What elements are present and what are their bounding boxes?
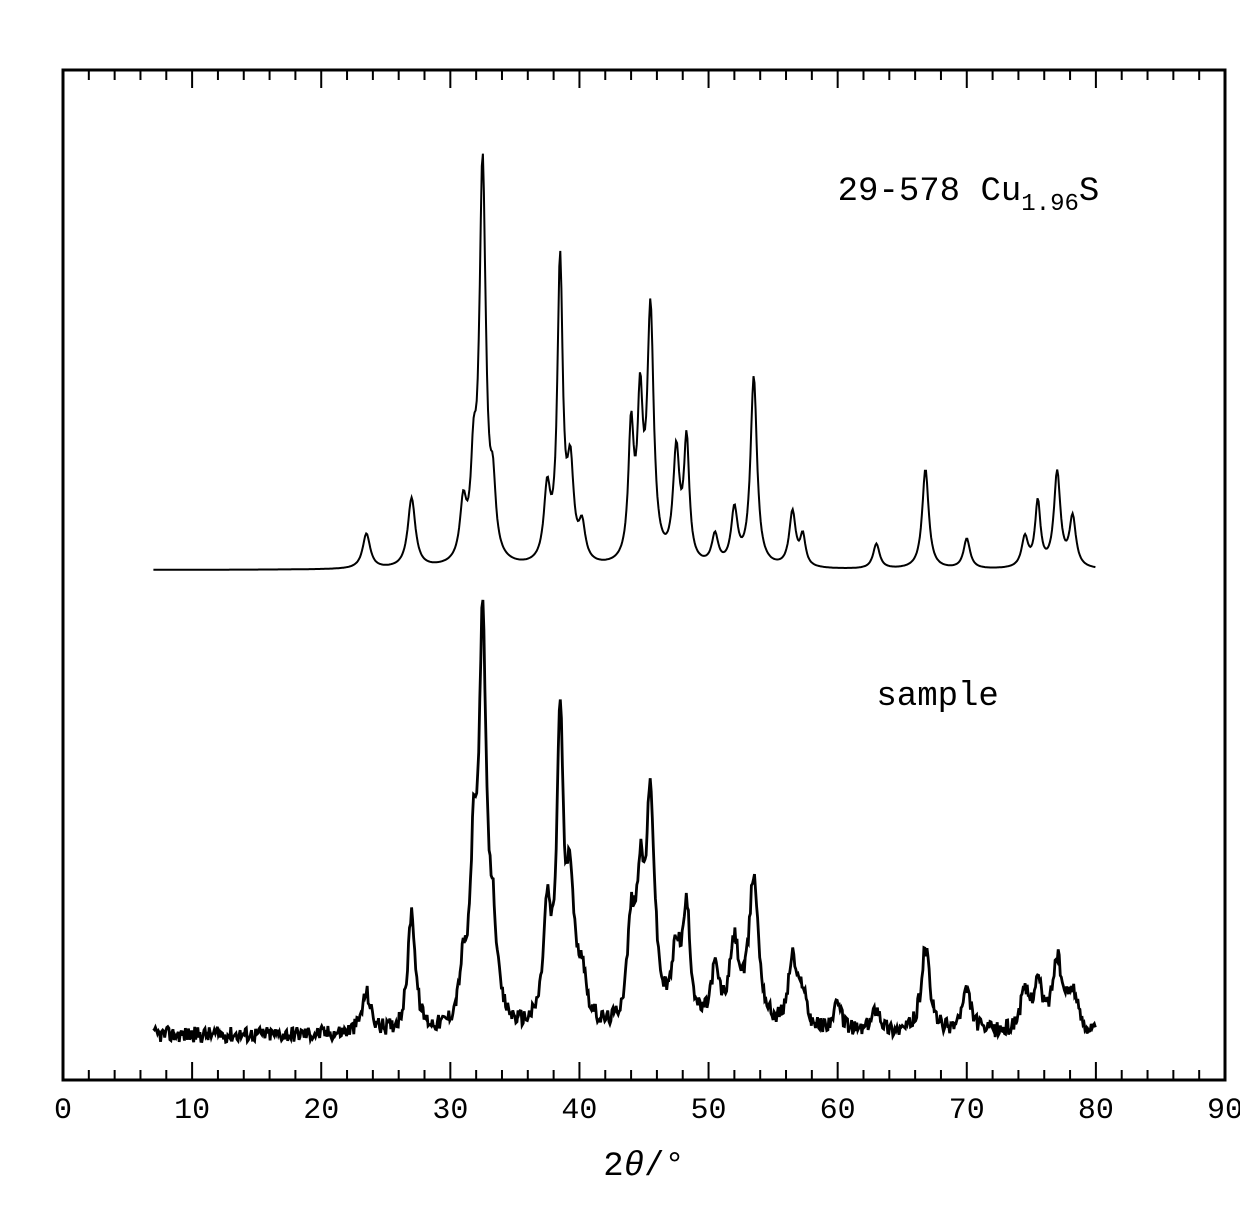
svg-text:50: 50 bbox=[691, 1094, 727, 1128]
svg-text:2θ/°: 2θ/° bbox=[603, 1148, 685, 1186]
svg-text:10: 10 bbox=[174, 1094, 210, 1128]
svg-text:20: 20 bbox=[303, 1094, 339, 1128]
chart-svg: 01020304050607080902θ/°29-578 Cu1.96Ssam… bbox=[0, 0, 1240, 1207]
svg-text:sample: sample bbox=[876, 678, 998, 716]
svg-text:40: 40 bbox=[561, 1094, 597, 1128]
svg-text:0: 0 bbox=[54, 1094, 72, 1128]
svg-text:60: 60 bbox=[820, 1094, 856, 1128]
svg-text:90: 90 bbox=[1207, 1094, 1240, 1128]
svg-text:30: 30 bbox=[432, 1094, 468, 1128]
svg-text:80: 80 bbox=[1078, 1094, 1114, 1128]
svg-text:70: 70 bbox=[949, 1094, 985, 1128]
xrd-chart: 01020304050607080902θ/°29-578 Cu1.96Ssam… bbox=[0, 0, 1240, 1207]
